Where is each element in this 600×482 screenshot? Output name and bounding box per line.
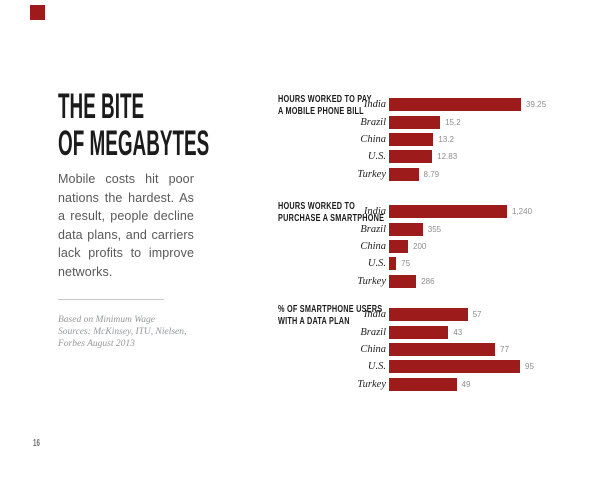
country-label: U.S. xyxy=(367,151,386,163)
footnote-line-1: Based on Minimum Wage xyxy=(58,315,156,325)
chart-title: HOURS WORKED TO PAY A MOBILE PHONE BILL xyxy=(278,94,372,117)
value-label: 15.2 xyxy=(445,117,461,127)
chart-row: U.S. 12.83 xyxy=(278,148,578,165)
chart-row: Brazil 355 xyxy=(278,220,578,237)
bar xyxy=(389,308,468,322)
chart-title-line: A MOBILE PHONE BILL xyxy=(278,105,364,117)
chart-row: India 57 xyxy=(278,306,578,323)
chart-row: China 13.2 xyxy=(278,131,578,148)
chart-row: India 1,240 xyxy=(278,203,578,220)
bar xyxy=(389,150,433,164)
value-label: 39.25 xyxy=(526,100,547,110)
country-label: Brazil xyxy=(360,116,386,128)
chart-row: Brazil 43 xyxy=(278,323,578,340)
page-title-line-1: THE BITE xyxy=(58,87,145,126)
bar-rows: India 1,240 Brazil 355 China 200 U.S. 75 Turkey 2… xyxy=(278,203,578,290)
country-label: Turkey xyxy=(357,168,386,180)
chart-title-line: HOURS WORKED TO xyxy=(278,201,355,212)
bar xyxy=(389,360,520,374)
bar xyxy=(389,274,417,288)
chart-title-line: HOURS WORKED TO PAY xyxy=(278,94,372,105)
chart-title-line: PURCHASE A SMARTPHONE xyxy=(278,212,385,224)
country-label: U.S. xyxy=(367,258,386,270)
divider xyxy=(58,299,164,300)
country-label: Turkey xyxy=(357,275,386,287)
page-number: 16 xyxy=(33,438,40,449)
page-title-line-2: OF MEGABYTES xyxy=(58,124,210,163)
value-label: 57 xyxy=(472,310,482,320)
bar xyxy=(389,222,423,236)
chart-row: U.S. 75 xyxy=(278,255,578,272)
value-label: 1,240 xyxy=(512,207,533,217)
chart-row: Turkey 8.79 xyxy=(278,166,578,183)
value-label: 75 xyxy=(401,259,411,269)
chart-row: Turkey 49 xyxy=(278,376,578,393)
footnote-line-2: Sources: McKinsey, ITU, Nielsen, xyxy=(58,327,187,337)
source-footnote: Based on Minimum Wage Sources: McKinsey,… xyxy=(58,314,218,350)
bar xyxy=(389,167,419,181)
bar xyxy=(389,205,507,219)
chart-row: China 77 xyxy=(278,341,578,358)
bar-rows: India 57 Brazil 43 China 77 U.S. 95 Turkey 49 xyxy=(278,306,578,393)
bar xyxy=(389,257,397,271)
brand-square xyxy=(30,5,45,20)
country-label: Turkey xyxy=(357,378,386,390)
bar xyxy=(389,325,449,339)
bar xyxy=(389,132,434,146)
chart-title-line: % OF SMARTPHONE USERS xyxy=(278,304,383,315)
bar xyxy=(389,342,496,356)
bar xyxy=(389,115,441,129)
chart-title-line: WITH A DATA PLAN xyxy=(278,315,350,327)
chart-title: HOURS WORKED TO PURCHASE A SMARTPHONE xyxy=(278,201,384,224)
value-label: 49 xyxy=(461,379,471,389)
footnote-line-3: Forbes August 2013 xyxy=(58,339,135,349)
country-label: Brazil xyxy=(360,223,386,235)
chart-row: China 200 xyxy=(278,238,578,255)
value-label: 8.79 xyxy=(423,169,440,179)
bar xyxy=(389,239,409,253)
value-label: 286 xyxy=(421,276,435,286)
value-label: 95 xyxy=(525,362,534,372)
chart-title: % OF SMARTPHONE USERS WITH A DATA PLAN xyxy=(278,304,382,327)
bar xyxy=(389,377,457,391)
country-label: India xyxy=(363,99,386,111)
chart-row: Turkey 286 xyxy=(278,273,578,290)
bar-rows: India 39.25 Brazil 15.2 China 13.2 U.S. 12.83 Tu… xyxy=(278,96,578,183)
chart-row: U.S. 95 xyxy=(278,358,578,375)
chart-row: India 39.25 xyxy=(278,96,578,113)
country-label: India xyxy=(363,309,386,321)
value-label: 43 xyxy=(453,327,463,337)
value-label: 13.2 xyxy=(438,134,454,144)
country-label: China xyxy=(360,343,386,355)
country-label: India xyxy=(363,206,386,218)
country-label: China xyxy=(360,240,386,252)
chart-row: Brazil 15.2 xyxy=(278,113,578,130)
page-title: THE BITE OF MEGABYTES xyxy=(58,88,338,162)
bar xyxy=(389,98,521,112)
value-label: 12.83 xyxy=(437,152,458,162)
value-label: 77 xyxy=(500,344,510,354)
body-text: Mobile costs hit poor nations the hardes… xyxy=(58,172,194,279)
value-label: 355 xyxy=(427,224,442,234)
country-label: Brazil xyxy=(360,326,386,338)
country-label: China xyxy=(360,133,386,145)
country-label: U.S. xyxy=(367,361,386,373)
value-label: 200 xyxy=(413,241,427,251)
